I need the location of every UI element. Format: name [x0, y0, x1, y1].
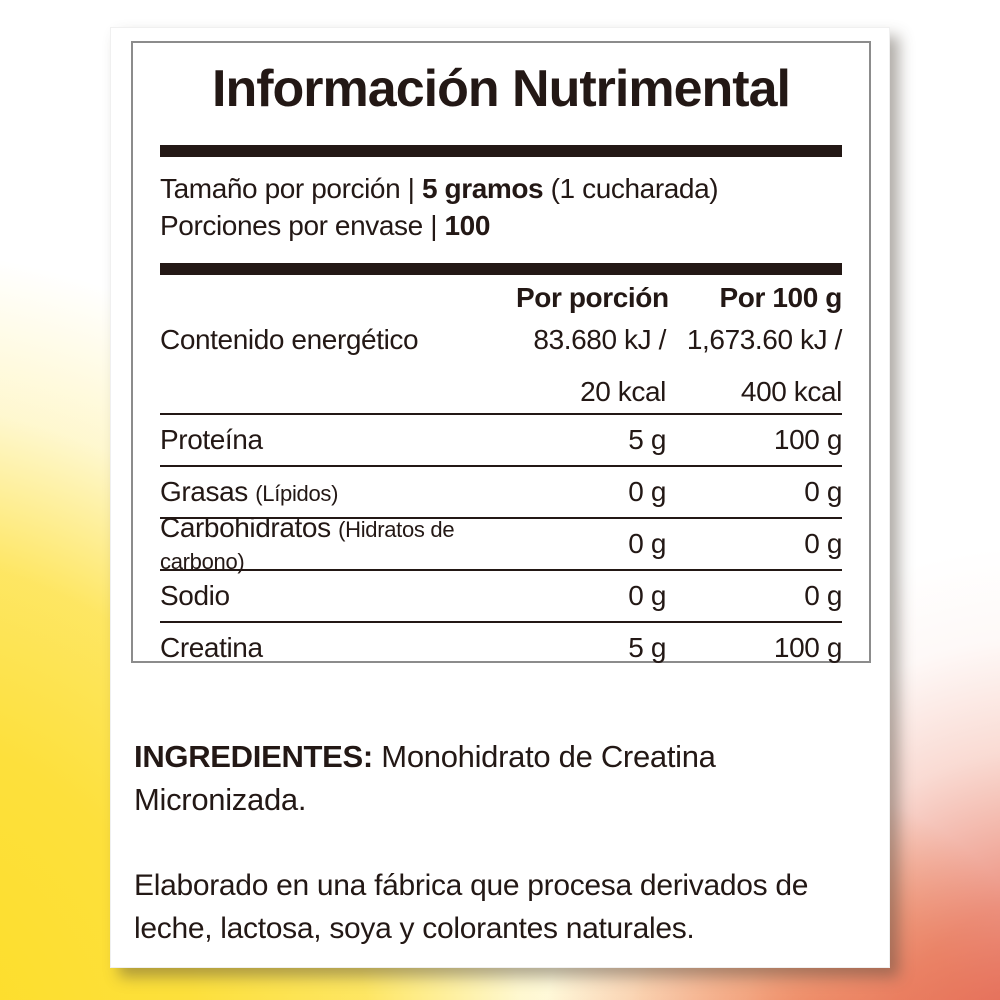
value-per-100g: 0 g	[804, 580, 842, 611]
row-label-note: (Hidratos de carbono)	[160, 517, 455, 574]
energy-kcal-per-100g: 400 kcal	[740, 376, 842, 407]
table-row-protein: Proteína 5 g 100 g	[160, 415, 842, 467]
row-label: Proteína	[160, 424, 263, 455]
row-label: Creatina	[160, 632, 263, 663]
pipe-separator: |	[407, 173, 415, 204]
value-per-serving: 0 g	[628, 528, 666, 559]
value-per-100g: 100 g	[773, 424, 842, 455]
facility-allergen-note: Elaborado en una fábrica que procesa der…	[134, 869, 809, 945]
column-header-per-100g: Por 100 g	[719, 282, 843, 313]
servings-per-pack-value: 100	[444, 210, 491, 241]
row-label: Grasas	[160, 476, 248, 507]
energy-kcal-per-serving: 20 kcal	[580, 376, 666, 407]
value-per-serving: 5 g	[628, 632, 666, 663]
row-divider	[160, 413, 842, 415]
serving-size-label: Tamaño por porción	[160, 173, 401, 204]
divider-bar-top	[160, 145, 842, 157]
table-row-carbohydrates: Carbohidratos (Hidratos de carbono) 0 g …	[160, 512, 842, 574]
row-label-note: (Lípidos)	[255, 481, 339, 506]
row-label: Contenido energético	[160, 324, 419, 355]
ingredients-heading: INGREDIENTES:	[134, 739, 373, 774]
row-label: Sodio	[160, 580, 230, 611]
servings-per-pack-line: Porciones por envase | 100	[160, 207, 842, 244]
serving-info: Tamaño por porción | 5 gramos (1 cuchara…	[160, 170, 842, 244]
serving-size-note: (1 cucharada)	[550, 173, 719, 204]
table-row-energy-kcal: 20 kcal 400 kcal	[160, 376, 842, 407]
table-row-creatine: Creatina 5 g 100 g	[160, 623, 842, 673]
serving-size-line: Tamaño por porción | 5 gramos (1 cuchara…	[160, 170, 842, 207]
value-per-100g: 0 g	[804, 476, 842, 507]
panel-title: Información Nutrimental	[212, 60, 791, 118]
table-header-row: Por porción Por 100 g	[160, 282, 843, 313]
pipe-separator: |	[430, 210, 438, 241]
row-label: Carbohidratos	[160, 512, 331, 543]
nutrition-facts-panel: Información Nutrimental Tamaño por porci…	[131, 41, 871, 663]
table-row-fat: Grasas (Lípidos) 0 g 0 g	[160, 467, 842, 519]
column-header-per-serving: Por porción	[516, 282, 669, 313]
value-per-100g: 0 g	[804, 528, 842, 559]
table-row-energy-kj: Contenido energético 83.680 kJ / 1,673.6…	[160, 324, 843, 355]
nutrition-label-card: Información Nutrimental Tamaño por porci…	[110, 27, 890, 968]
value-per-serving: 0 g	[628, 476, 666, 507]
value-per-100g: 100 g	[773, 632, 842, 663]
serving-size-value: 5 gramos	[421, 173, 544, 204]
value-per-serving: 0 g	[628, 580, 666, 611]
energy-kj-per-serving: 83.680 kJ /	[533, 324, 666, 355]
ingredients-text: Monohidrato de Creatina Micronizada.	[134, 739, 716, 817]
value-per-serving: 5 g	[628, 424, 666, 455]
energy-kj-per-100g: 1,673.60 kJ /	[686, 324, 843, 355]
ingredients-paragraph: INGREDIENTES: Monohidrato de Creatina Mi…	[134, 735, 834, 821]
table-row-sodium: Sodio 0 g 0 g	[160, 571, 842, 623]
servings-per-pack-label: Porciones por envase	[160, 210, 423, 241]
divider-bar-middle	[160, 263, 842, 275]
